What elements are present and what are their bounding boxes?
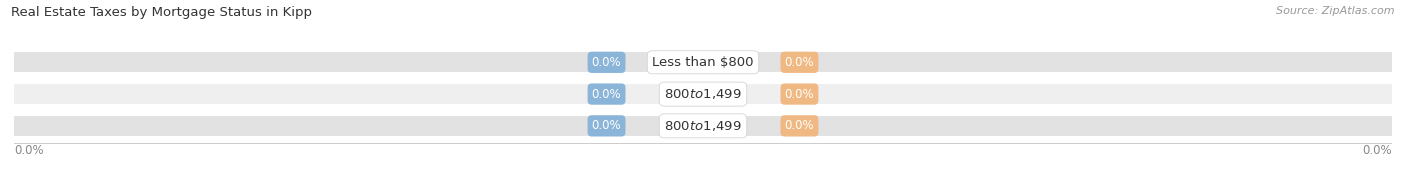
Text: 0.0%: 0.0%: [592, 56, 621, 69]
Text: $800 to $1,499: $800 to $1,499: [664, 87, 742, 101]
Text: 0.0%: 0.0%: [592, 119, 621, 132]
Text: 0.0%: 0.0%: [592, 88, 621, 101]
Text: Real Estate Taxes by Mortgage Status in Kipp: Real Estate Taxes by Mortgage Status in …: [11, 6, 312, 19]
Text: 0.0%: 0.0%: [785, 88, 814, 101]
Text: 0.0%: 0.0%: [785, 119, 814, 132]
Text: 0.0%: 0.0%: [1362, 144, 1392, 157]
Text: 0.0%: 0.0%: [14, 144, 44, 157]
Text: Source: ZipAtlas.com: Source: ZipAtlas.com: [1277, 6, 1395, 16]
Text: $800 to $1,499: $800 to $1,499: [664, 119, 742, 133]
Bar: [14, 53, 1392, 72]
Text: Less than $800: Less than $800: [652, 56, 754, 69]
Text: 0.0%: 0.0%: [785, 56, 814, 69]
Bar: [14, 84, 1392, 104]
Bar: [14, 116, 1392, 136]
